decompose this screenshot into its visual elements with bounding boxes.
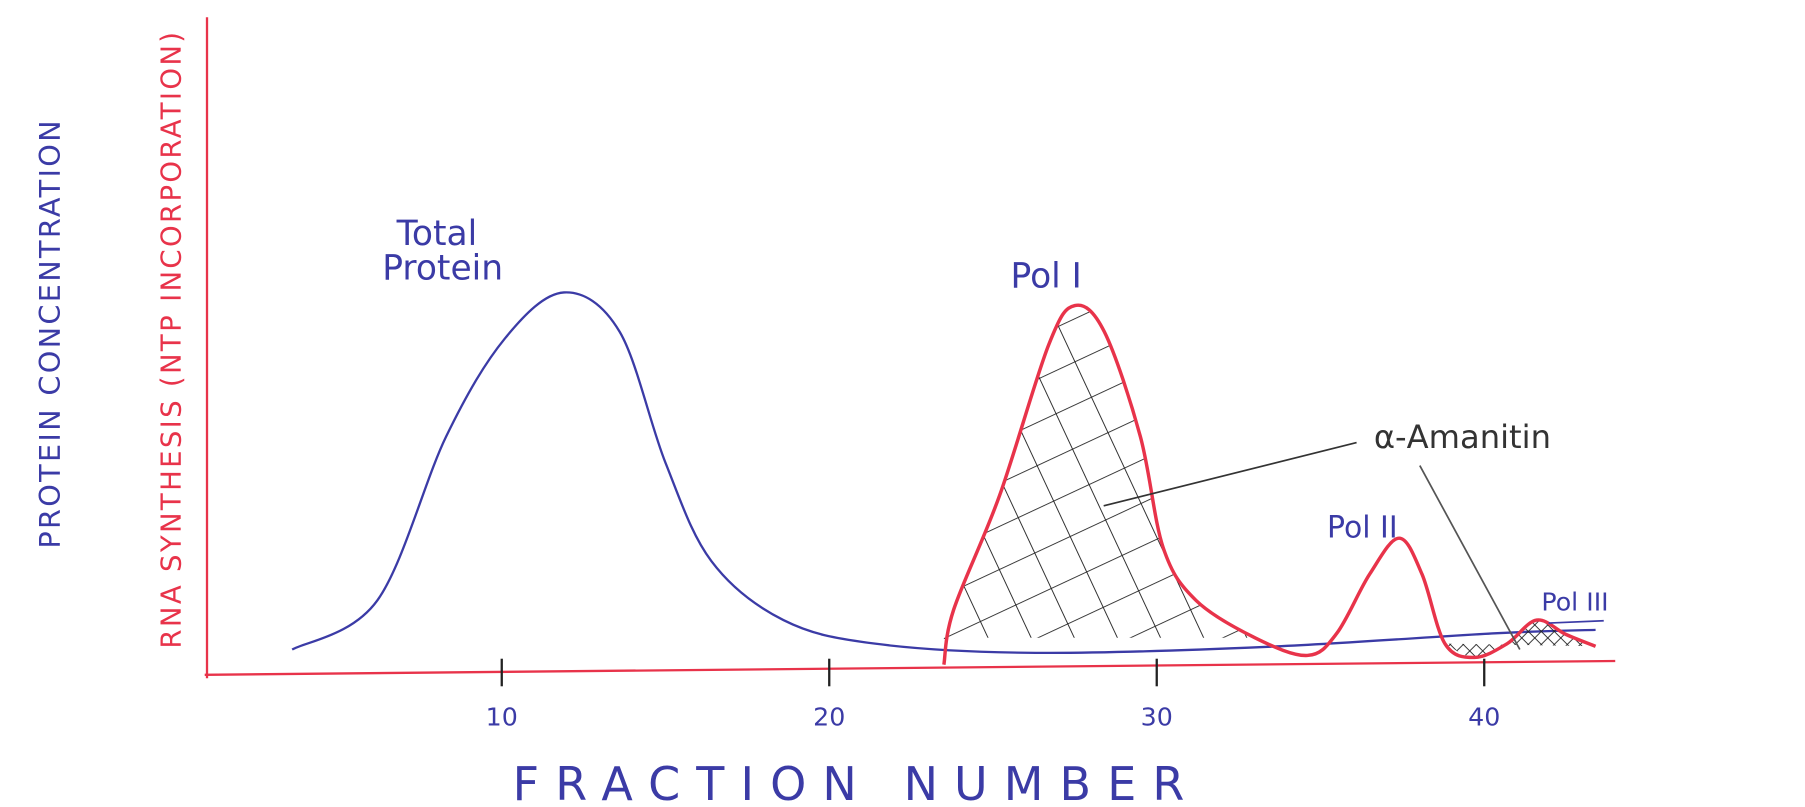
x-axis	[205, 661, 1616, 675]
y-label: PROTEIN CONCENTRATION	[33, 118, 67, 549]
plot	[292, 292, 1595, 664]
x-tick-label: 30	[1141, 702, 1173, 731]
page: PROTEIN CONCENTRATION RNA SYNTHESIS (NTP…	[0, 0, 1805, 807]
x-label: FRACTION NUMBER	[513, 757, 1201, 807]
annotation: Pol III	[1541, 588, 1608, 617]
underline	[1549, 621, 1604, 623]
x-tick-label: 20	[813, 702, 845, 731]
x-tick-label: 10	[486, 702, 518, 731]
y-label: RNA SYNTHESIS (NTP INCORPORATION)	[155, 30, 188, 649]
annotation: α-Amanitin	[1374, 418, 1551, 456]
x-tick-label: 40	[1468, 702, 1500, 731]
annotation: Protein	[382, 249, 503, 289]
chart: PROTEIN CONCENTRATION RNA SYNTHESIS (NTP…	[0, 0, 1805, 807]
annotation: Pol II	[1327, 510, 1398, 545]
annotation: Pol I	[1011, 257, 1082, 297]
series-line	[292, 292, 1595, 653]
